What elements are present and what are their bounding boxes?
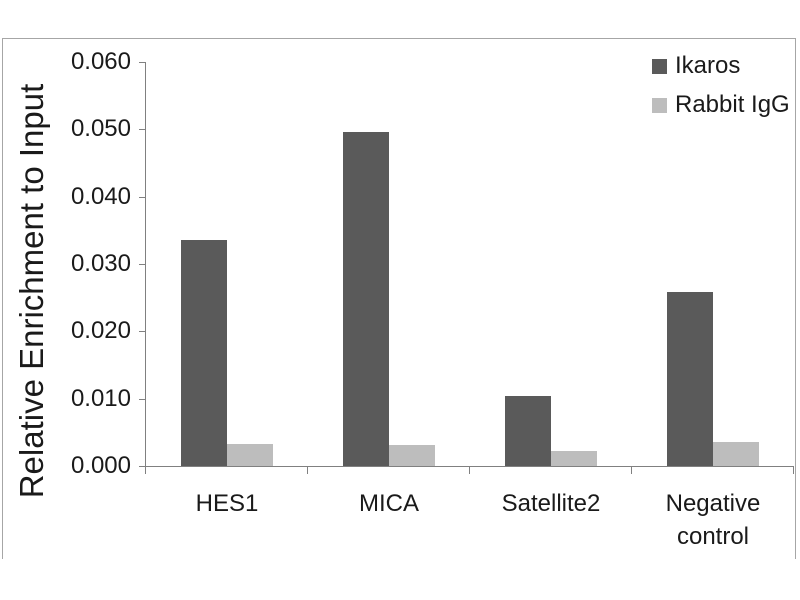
y-axis-tick [139,264,145,265]
legend-label-rabbit-igg: Rabbit IgG [675,91,790,118]
y-axis-tick [139,62,145,63]
x-axis-tick [631,467,632,474]
y-axis-tick [139,399,145,400]
x-axis-tick [145,467,146,474]
x-axis-tick [469,467,470,474]
y-axis-tick-label: 0.010 [70,385,131,412]
legend-label-ikaros: Ikaros [675,52,741,79]
y-axis-tick-label: 0.030 [70,250,131,277]
y-axis-tick-label: 0.050 [70,115,131,142]
legend-swatch-ikaros [652,58,667,74]
y-axis-tick-label: 0.000 [70,452,131,479]
bar-ikaros-hes1 [181,240,227,466]
y-axis-tick-label: 0.060 [70,48,131,75]
x-axis-label-satellite2: Satellite2 [501,490,601,517]
x-axis-label-negative-control: Negative control [665,490,761,550]
y-axis-tick [139,197,145,198]
legend: Ikaros Rabbit IgG [652,51,790,129]
bar-ikaros-satellite2 [505,396,551,466]
x-axis-tick [307,467,308,474]
legend-swatch-rabbit-igg [652,97,667,113]
bar-ikaros-mica [343,132,389,466]
y-axis-tick [139,466,145,467]
bar-rabbit-igg-satellite2 [551,451,597,466]
plot-area [145,62,794,467]
bar-ikaros-negative-control [667,292,713,466]
chart-border [2,38,796,559]
y-axis-tick [139,331,145,332]
legend-item-ikaros: Ikaros [652,51,790,81]
bar-rabbit-igg-hes1 [227,444,273,466]
bar-rabbit-igg-negative-control [713,442,759,466]
y-axis-tick [139,129,145,130]
legend-item-rabbit-igg: Rabbit IgG [652,90,790,120]
bar-rabbit-igg-mica [389,445,435,466]
y-axis-tick-label: 0.040 [70,183,131,210]
y-axis-tick-label: 0.020 [70,317,131,344]
x-axis-label-hes1: HES1 [195,490,259,517]
x-axis-label-mica: MICA [359,490,419,517]
x-axis-tick [793,467,794,474]
